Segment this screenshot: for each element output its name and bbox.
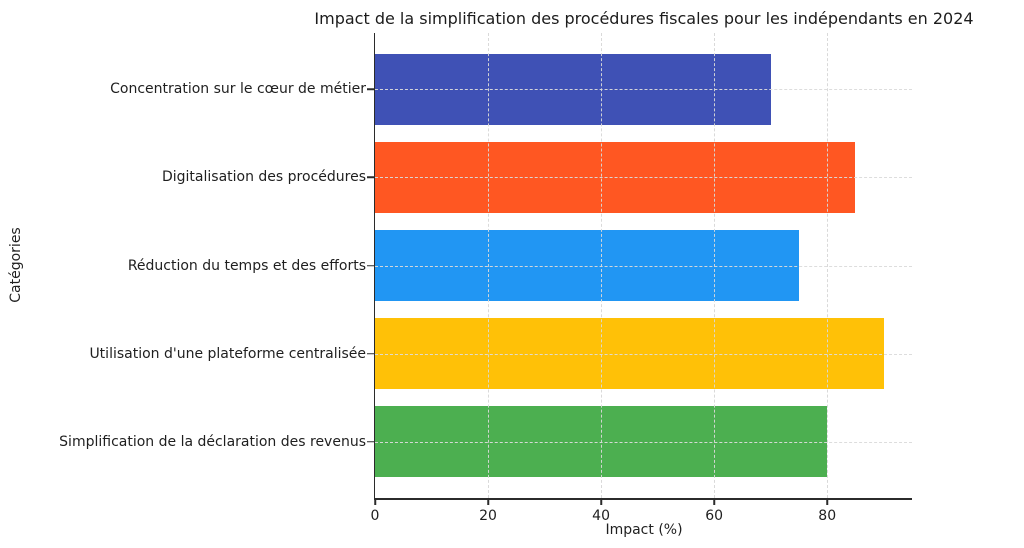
y-tick-mark bbox=[367, 352, 374, 355]
bar bbox=[375, 230, 799, 301]
y-axis-line bbox=[373, 33, 375, 500]
horizontal-gridline bbox=[375, 89, 912, 91]
y-tick-mark bbox=[367, 264, 374, 267]
y-tick-mark bbox=[367, 88, 374, 91]
horizontal-gridline bbox=[375, 441, 912, 443]
x-tick-label: 80 bbox=[818, 508, 837, 524]
bar bbox=[375, 54, 771, 125]
horizontal-gridline bbox=[375, 265, 912, 267]
x-tick-mark bbox=[487, 499, 489, 505]
x-tick-label: 40 bbox=[592, 508, 611, 524]
chart-title: Impact de la simplification des procédur… bbox=[314, 9, 974, 28]
x-tick-label: 60 bbox=[705, 508, 724, 524]
x-axis-line bbox=[373, 498, 912, 500]
x-tick-mark bbox=[713, 499, 715, 505]
x-tick-mark bbox=[826, 499, 828, 505]
category-label: Simplification de la déclaration des rev… bbox=[59, 433, 366, 450]
plot-area: 0 20 40 60 80 Concentration sur le cœur de mé… bbox=[59, 33, 912, 524]
category-label: Concentration sur le cœur de métier bbox=[110, 81, 366, 98]
x-tick-mark bbox=[374, 499, 376, 505]
category-label: Réduction du temps et des efforts bbox=[127, 257, 366, 274]
y-tick-mark bbox=[367, 440, 374, 443]
category-label: Digitalisation des procédures bbox=[161, 169, 366, 186]
x-tick-label: 0 bbox=[370, 508, 380, 524]
y-tick-mark bbox=[367, 176, 374, 179]
x-tick-label: 20 bbox=[479, 508, 497, 524]
x-axis-label: Impact (%) bbox=[605, 522, 683, 538]
horizontal-gridline bbox=[375, 177, 912, 179]
x-tick-mark bbox=[600, 499, 602, 505]
horizontal-gridline bbox=[375, 353, 912, 355]
bar bbox=[375, 318, 884, 389]
y-axis-label: Catégories bbox=[8, 227, 24, 303]
category-label: Utilisation d'une plateforme centralisée bbox=[89, 345, 366, 362]
